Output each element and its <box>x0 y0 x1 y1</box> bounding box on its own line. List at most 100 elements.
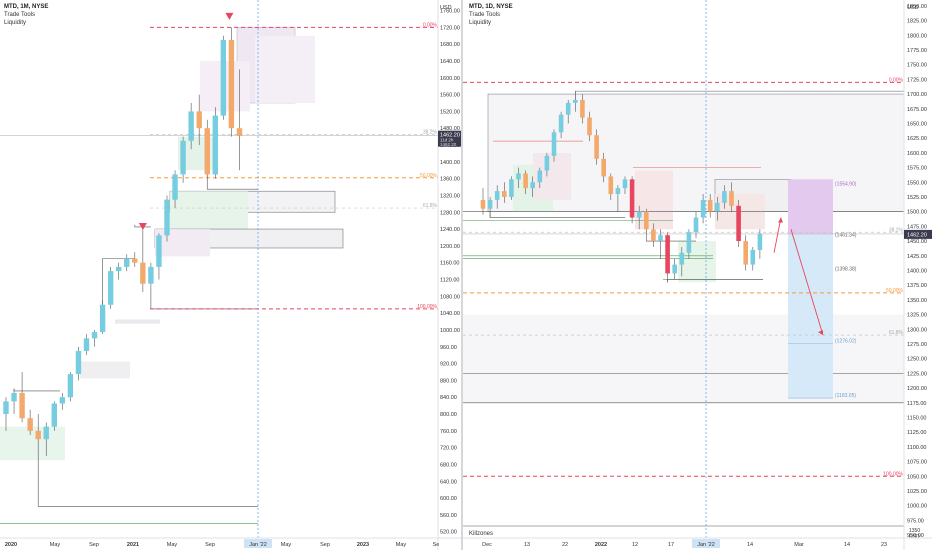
right-axis-tick-label: 1425.00 <box>907 254 927 260</box>
left-axis-tick-label: 1680.00 <box>440 42 460 48</box>
right-time-tick-label: 17 <box>668 542 674 548</box>
left-indicator-trade-tools[interactable]: Trade Tools <box>4 12 36 18</box>
killzones-label[interactable]: Killzones <box>469 531 494 537</box>
right-axis-tick-label: 1275.00 <box>907 342 927 348</box>
right-candle-body <box>679 252 685 265</box>
left-candle-body <box>180 140 186 175</box>
left-candle-body <box>148 266 154 284</box>
right-measure-upper-label: (1554.90) <box>835 181 857 187</box>
right-candle-body <box>516 173 521 180</box>
right-axis-tick-label: 1225.00 <box>907 371 927 377</box>
left-candle-body <box>91 332 98 339</box>
right-axis-tick-label: 1650.00 <box>907 121 927 127</box>
right-time-tick-label: 14 <box>844 542 850 548</box>
left-zone-top-ext <box>255 35 315 103</box>
right-candle-body <box>672 264 677 274</box>
right-axis-tick-label: 1050.00 <box>907 474 927 480</box>
right-axis-currency: USD <box>907 5 919 11</box>
right-axis-tick-label: 1400.00 <box>907 268 927 274</box>
left-axis-tick-label: 640.00 <box>440 479 457 485</box>
left-candle-body <box>228 39 235 129</box>
right-indicator-trade-tools[interactable]: Trade Tools <box>469 12 501 18</box>
right-candle-body <box>565 102 571 115</box>
left-current-price-tag <box>438 130 461 147</box>
right-candle-body <box>693 217 699 233</box>
right-candle-body <box>537 170 543 183</box>
right-axis-tick-label: 1600.00 <box>907 151 927 157</box>
right-time-tick-label: 13 <box>524 542 530 548</box>
right-axis-tick-label: 1200.00 <box>907 386 927 392</box>
right-fib-618-label: 61.8% <box>889 330 904 336</box>
left-down-marker-icon <box>138 222 147 230</box>
right-axis-tick-label: 1025.00 <box>907 489 927 495</box>
left-candle-body <box>164 199 170 236</box>
right-time-tick-label: 14 <box>747 542 753 548</box>
left-candle-body <box>75 350 82 375</box>
left-current-price-sub2: 1462.20 <box>440 142 457 147</box>
right-candle-body <box>715 202 720 212</box>
left-candle-body <box>156 235 162 267</box>
right-measure-stop-label: (1398.38) <box>835 267 857 273</box>
right-candle-body <box>722 191 727 203</box>
left-time-tick-label: May <box>396 542 407 548</box>
right-current-price-value: 1462.20 <box>907 232 927 238</box>
right-candle-body <box>573 99 578 103</box>
right-chart[interactable]: (1554.90) (1461.34) (1398.38) (1276.02) (118… <box>463 0 932 550</box>
left-indicator-liquidity[interactable]: Liquidity <box>4 20 27 26</box>
right-axis-tick-label: 1475.00 <box>907 224 927 230</box>
left-candle-body <box>172 174 178 200</box>
right-candle-body <box>636 211 642 218</box>
left-candle-body <box>188 111 194 141</box>
left-candle-body <box>43 426 49 440</box>
right-candle-body <box>480 199 486 209</box>
right-axis-tick-label: 1450.00 <box>907 239 927 245</box>
right-candle-body <box>523 173 528 189</box>
right-axis-tick-label: 950.00 <box>907 533 924 539</box>
left-time-tick-label: May <box>167 542 178 548</box>
left-candle-body <box>35 430 41 440</box>
right-candle-body <box>615 188 621 195</box>
pane-divider[interactable] <box>461 0 463 550</box>
left-structure-line <box>134 224 151 228</box>
left-axis-tick-label: 680.00 <box>440 462 457 468</box>
right-axis-tick-label: 1750.00 <box>907 63 927 69</box>
right-current-price-tag <box>904 229 932 239</box>
left-candle-body <box>99 304 106 333</box>
left-zone-thin <box>115 319 160 324</box>
left-axis-tick-label: 1720.00 <box>440 25 460 31</box>
left-candle-body <box>140 262 146 284</box>
right-candle-body <box>587 117 592 136</box>
right-zone-green2 <box>678 241 716 283</box>
right-up-arrow-icon <box>773 217 782 253</box>
right-indicator-liquidity[interactable]: Liquidity <box>469 20 492 26</box>
left-axis-tick-label: 1480.00 <box>440 126 460 132</box>
right-down-arrow-icon <box>790 229 824 336</box>
left-symbol-label[interactable]: MTD, 1M, NYSE <box>4 4 49 10</box>
right-fib-50-label: 50.00% <box>886 288 904 294</box>
left-down-marker-icon <box>225 12 234 20</box>
right-time-tick-label: Mar <box>794 542 804 548</box>
left-date-highlight <box>244 539 272 548</box>
left-axis-tick-label: 1000.00 <box>440 328 460 334</box>
left-candle-body <box>116 266 122 272</box>
left-candle-body <box>27 418 33 431</box>
left-zone-green2 <box>170 191 248 232</box>
left-fib-0-label: 0.00% <box>423 22 438 28</box>
left-chart[interactable]: 0.00% 50.00% 100.00% 38.2% 61.8% 1760.00 1720.… <box>0 0 461 550</box>
left-date-highlight-label: Jan '22 <box>249 542 267 548</box>
left-zone-green-low <box>0 426 65 461</box>
right-time-tick-label: 2022 <box>595 542 607 548</box>
right-axis-tick-label: 1325.00 <box>907 313 927 319</box>
right-candle-body <box>544 155 550 171</box>
left-fib-50-label: 50.00% <box>420 173 438 179</box>
left-axis-tick-label: 520.00 <box>440 530 457 536</box>
right-fib-382-label: 38.2% <box>889 227 904 233</box>
right-structure-line <box>646 235 696 242</box>
right-symbol-label[interactable]: MTD, 1D, NYSE <box>469 4 513 10</box>
left-axis-tick-label: 840.00 <box>440 395 457 401</box>
left-candle-body <box>83 338 90 351</box>
left-axis-tick-label: 560.00 <box>440 513 457 519</box>
left-time-tick-label: 2021 <box>127 542 139 548</box>
left-axis-tick-label: 1160.00 <box>440 261 459 267</box>
right-candle-body <box>729 191 734 206</box>
